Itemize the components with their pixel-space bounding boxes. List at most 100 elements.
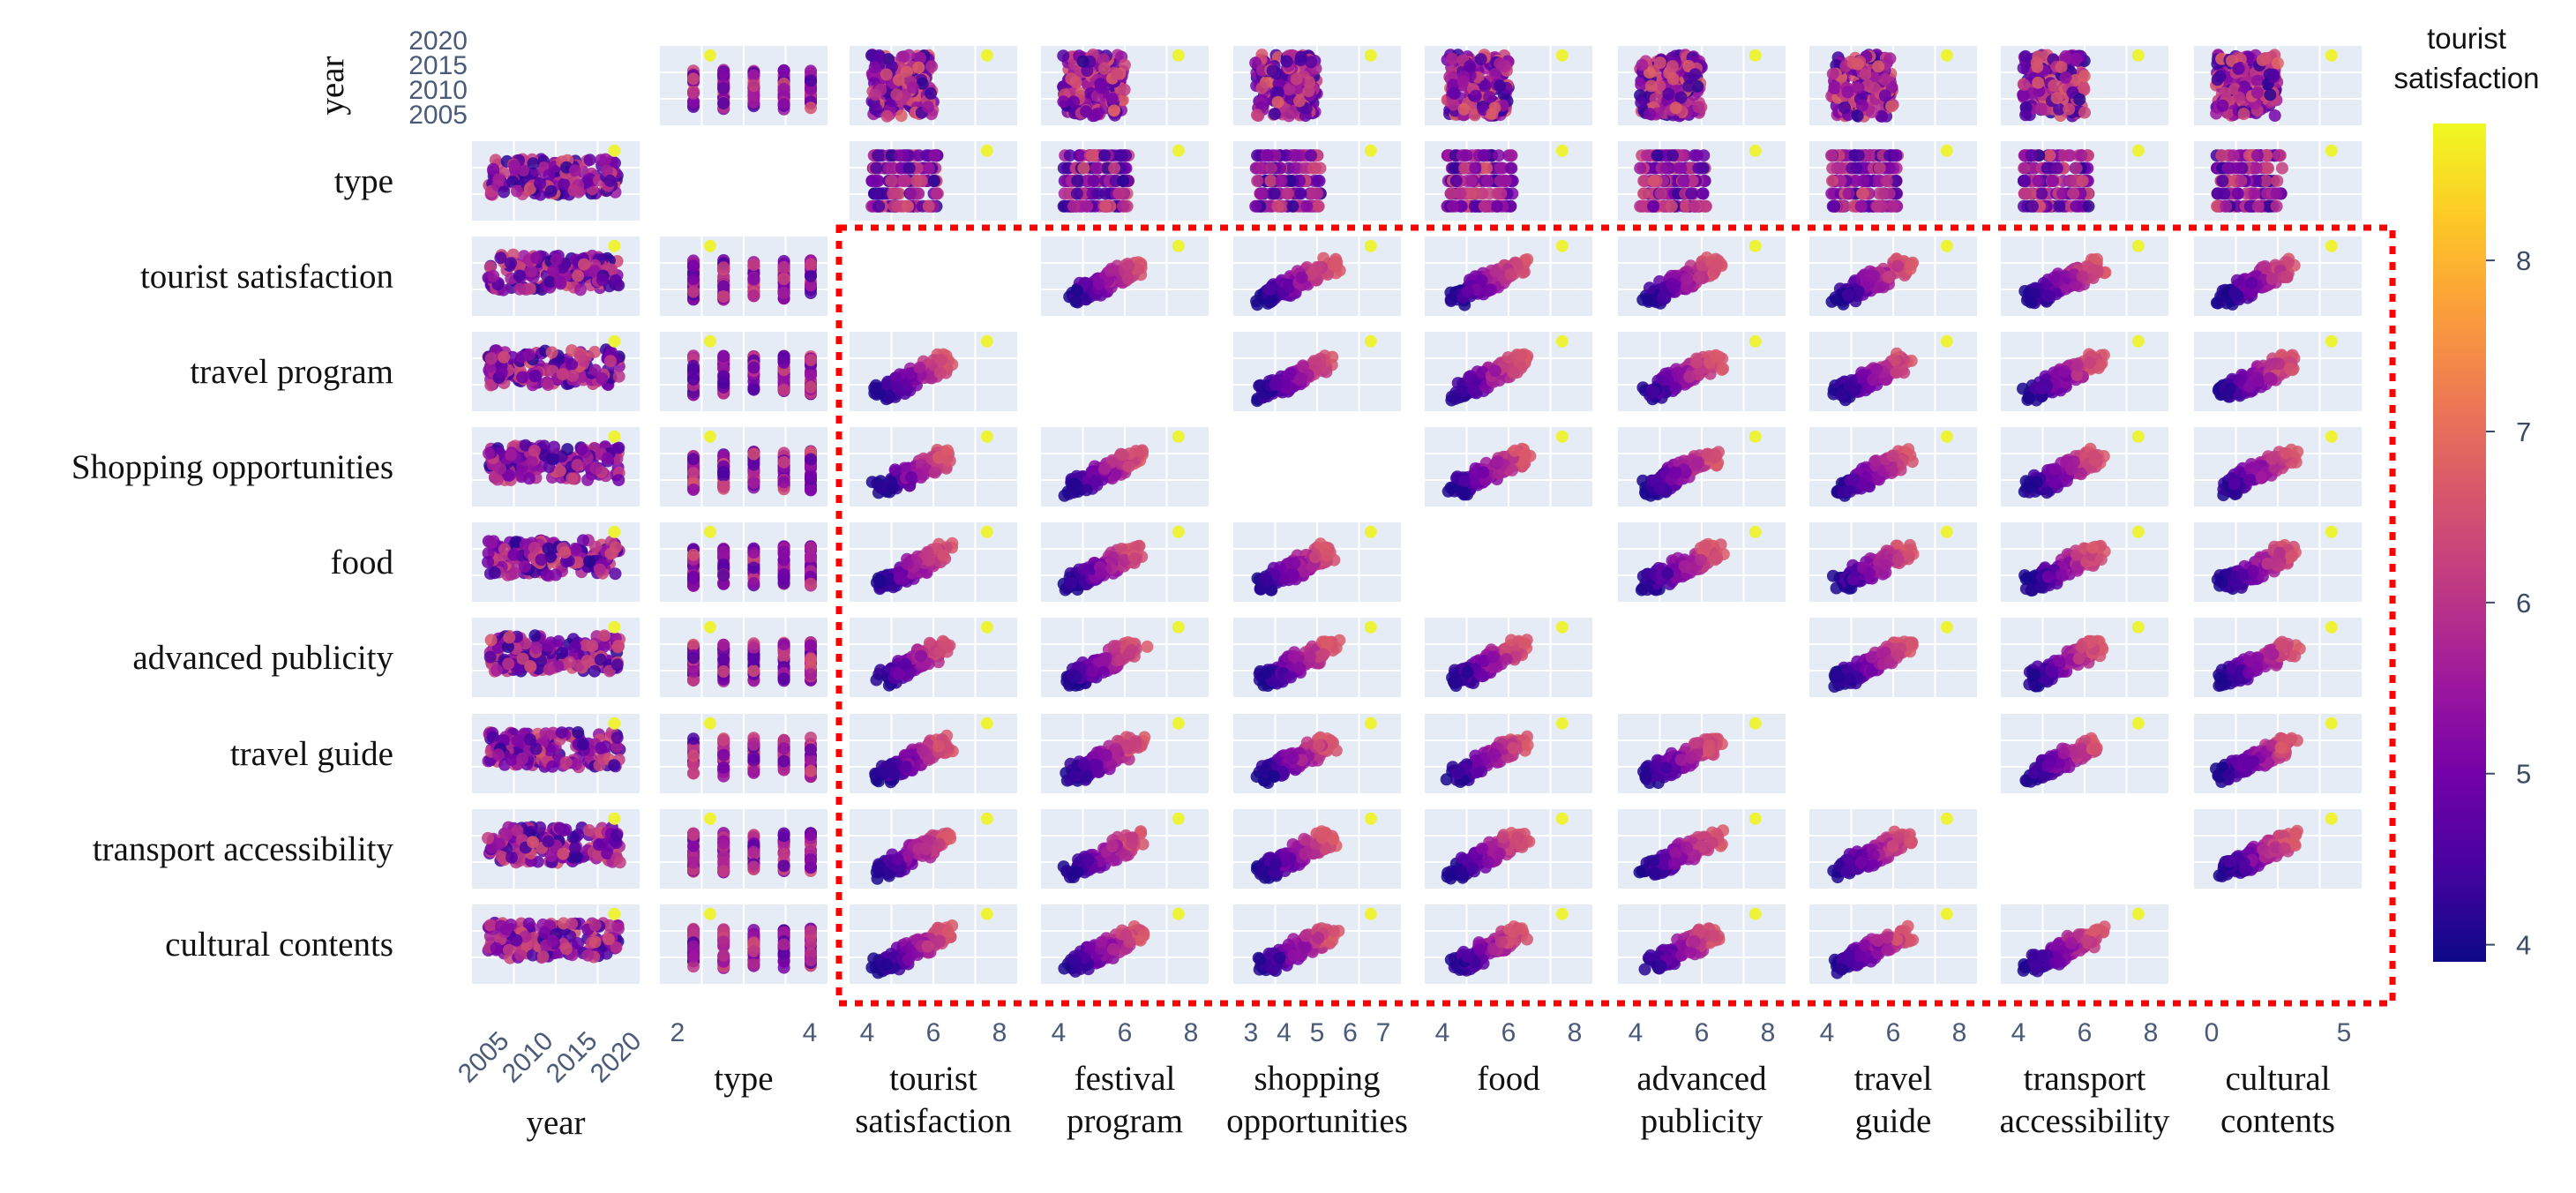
panel-3-1 <box>660 332 827 411</box>
scatter-point <box>599 153 612 166</box>
scatter-point <box>2271 56 2284 70</box>
scatter-point <box>1097 62 1111 75</box>
outlier-point <box>1364 49 1377 62</box>
scatter-point <box>870 102 883 116</box>
outlier-point <box>2325 144 2338 157</box>
scatter-point <box>747 79 760 93</box>
scatter-point <box>2053 199 2066 213</box>
scatter-point <box>1825 149 1838 162</box>
scatter-point <box>893 73 905 86</box>
scatter-point <box>1283 83 1296 96</box>
panel-3-2 <box>850 332 1017 411</box>
outlier-point <box>980 144 993 157</box>
scatter-point <box>1878 89 1891 102</box>
scatter-point <box>1302 85 1315 98</box>
scatter-point <box>1264 161 1277 175</box>
scatter-point <box>2048 271 2061 284</box>
scatter-point <box>2211 73 2224 86</box>
scatter-point <box>717 67 730 80</box>
scatter-point <box>747 289 760 302</box>
scatter-point <box>1882 271 1895 284</box>
scatter-point <box>1446 52 1458 65</box>
scatter-point <box>1099 199 1112 213</box>
scatter-point <box>1885 100 1898 113</box>
scatter-point <box>902 49 916 62</box>
scatter-point <box>687 72 700 86</box>
scatter-point <box>513 269 526 282</box>
outlier-point <box>1749 239 1762 252</box>
scatter-point <box>2032 175 2045 187</box>
scatter-point <box>1499 175 1512 187</box>
scatter-point <box>495 366 508 379</box>
scatter-point <box>2063 149 2077 162</box>
scatter-point <box>912 61 925 74</box>
scatter-point <box>872 149 885 162</box>
outlier-point <box>2131 49 2145 62</box>
scatter-point <box>747 69 760 82</box>
scatter-point <box>2041 289 2055 302</box>
scatter-point <box>1890 149 1903 162</box>
scatter-point <box>1122 259 1135 273</box>
scatter-point <box>777 64 790 77</box>
scatter-point <box>805 380 817 394</box>
scatter-point <box>1654 187 1667 200</box>
scatter-point <box>880 68 893 81</box>
scatter-point <box>1856 187 1868 200</box>
scatter-point <box>1113 149 1126 162</box>
scatter-point <box>1690 149 1704 162</box>
scatter-point <box>777 356 790 369</box>
scatter-point <box>1286 199 1299 213</box>
scatter-point <box>1865 106 1878 118</box>
scatter-point <box>1095 81 1108 94</box>
outlier-point <box>704 49 716 62</box>
scatter-point <box>1696 187 1709 200</box>
scatter-point <box>1280 55 1293 68</box>
scatter-point <box>1490 199 1503 213</box>
scatter-point <box>1263 283 1277 296</box>
outlier-point <box>1364 239 1377 252</box>
scatter-point <box>1692 101 1705 114</box>
scatter-point <box>894 149 907 162</box>
scatter-point <box>1305 56 1318 69</box>
scatter-point <box>921 101 934 114</box>
scatter-point <box>1505 149 1518 162</box>
scatter-point <box>2032 76 2045 89</box>
scatter-point <box>547 264 560 277</box>
scatter-point <box>1097 53 1110 66</box>
outlier-point <box>1940 49 1953 62</box>
outlier-point <box>1940 144 1953 157</box>
scatter-point <box>1121 272 1134 285</box>
scatter-point <box>2216 175 2229 187</box>
scatter-point <box>1691 79 1704 93</box>
scatter-point <box>1852 149 1865 162</box>
scatter-point <box>1098 149 1112 162</box>
scatter-point <box>1063 149 1076 162</box>
scatter-point <box>1891 259 1904 273</box>
scatter-point <box>717 82 730 94</box>
scatter-point <box>1855 99 1868 112</box>
scatter-point <box>2018 187 2031 200</box>
scatter-point <box>2048 79 2061 92</box>
scatter-point <box>1111 68 1123 80</box>
scatter-point <box>2067 187 2080 200</box>
scatter-point <box>1447 98 1460 111</box>
scatter-point <box>2078 83 2091 96</box>
scatter-point <box>927 175 940 187</box>
panel-1-4 <box>1233 141 1401 221</box>
scatter-point <box>868 61 881 74</box>
scatter-point <box>1077 161 1090 175</box>
scatter-point <box>2265 273 2279 286</box>
scatter-point <box>1483 91 1496 103</box>
scatter-point <box>1689 68 1702 81</box>
scatter-point <box>880 109 894 123</box>
scatter-point <box>1674 91 1688 104</box>
scatter-point <box>603 174 617 187</box>
scatter-point <box>925 86 937 100</box>
scatter-point <box>1251 298 1264 311</box>
scatter-point <box>1268 187 1281 200</box>
scatter-point <box>1826 67 1839 80</box>
scatter-point <box>2078 106 2091 119</box>
scatter-point <box>1711 258 1724 271</box>
scatter-point <box>930 187 943 200</box>
panel-1-9 <box>2194 141 2362 221</box>
